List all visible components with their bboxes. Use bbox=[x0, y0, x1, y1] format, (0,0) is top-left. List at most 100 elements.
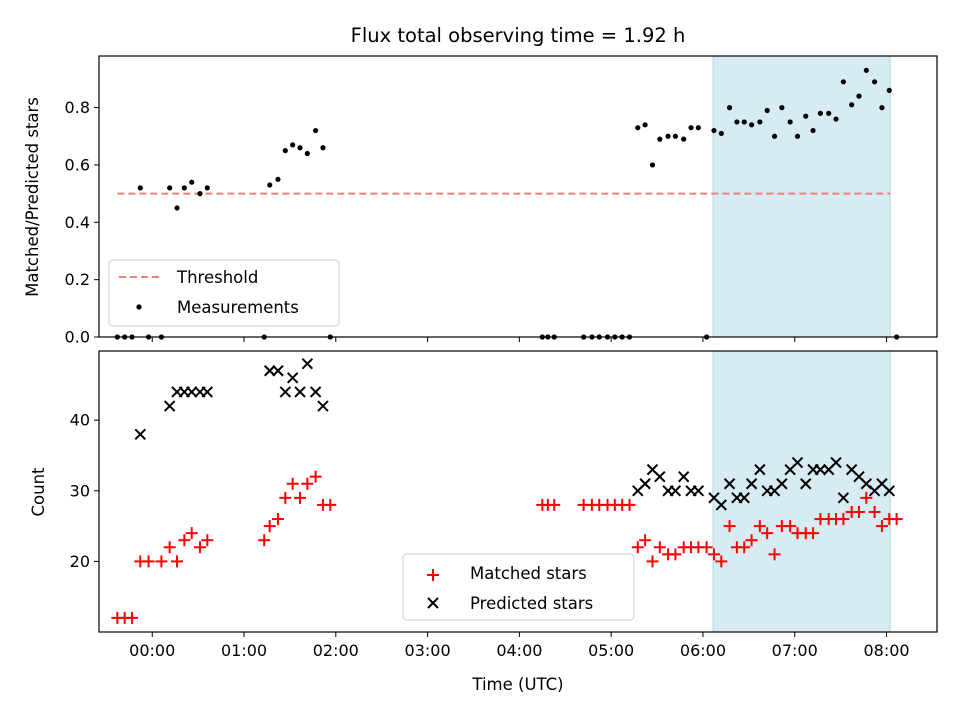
measurement-point bbox=[794, 133, 801, 139]
matched-star-point bbox=[837, 513, 850, 526]
matched-stars-points bbox=[111, 470, 903, 624]
matched-star-point bbox=[761, 527, 774, 540]
predicted-star-point bbox=[800, 478, 812, 490]
predicted-star-point bbox=[309, 386, 322, 398]
x-tick-label: 08:00 bbox=[863, 641, 909, 660]
counts-y-axis-label: Count bbox=[29, 467, 48, 517]
x-tick-label: 03:00 bbox=[405, 641, 451, 660]
measurement-point bbox=[649, 162, 656, 168]
x-stroke-b bbox=[185, 386, 198, 398]
measurement-point bbox=[304, 150, 310, 157]
ratio-x-ticks bbox=[151, 337, 888, 342]
predicted-star-point bbox=[134, 428, 147, 441]
legend-matched-swatch bbox=[427, 569, 439, 581]
measurement-point bbox=[886, 87, 892, 94]
y-tick-label: 40 bbox=[70, 411, 90, 430]
predicted-star-point bbox=[286, 372, 299, 384]
matched-star-point bbox=[623, 498, 636, 511]
measurement-point bbox=[672, 133, 679, 139]
measurement-point bbox=[840, 79, 846, 85]
predicted-star-point bbox=[279, 386, 292, 398]
matched-star-point bbox=[700, 541, 713, 554]
x-tick-label: 06:00 bbox=[680, 641, 726, 660]
measurement-point bbox=[871, 79, 878, 85]
x-stroke-b bbox=[791, 456, 804, 469]
ratio-panel-frame bbox=[98, 55, 938, 338]
matched-star-point bbox=[646, 555, 659, 568]
predicted-star-point bbox=[185, 386, 198, 398]
predicted-star-point bbox=[654, 470, 666, 483]
predicted-star-point bbox=[669, 485, 682, 497]
measurement-point bbox=[688, 125, 694, 131]
x-stroke-b bbox=[134, 428, 147, 441]
matched-star-point bbox=[286, 477, 299, 490]
measurement-point bbox=[817, 110, 824, 116]
predicted-star-point bbox=[723, 478, 736, 490]
x-tick-label: 04:00 bbox=[496, 641, 542, 660]
counts-panel-frame bbox=[98, 350, 938, 633]
matched-star-point bbox=[324, 498, 337, 511]
matched-star-point bbox=[875, 520, 888, 533]
matched-star-point bbox=[142, 555, 155, 568]
predicted-star-point bbox=[883, 485, 895, 497]
x-stroke-b bbox=[800, 478, 812, 490]
y-tick-label: 0.2 bbox=[65, 270, 90, 289]
legend-threshold-label: Threshold bbox=[176, 268, 258, 287]
matched-star-point bbox=[890, 513, 903, 526]
y-tick-label: 0.0 bbox=[65, 328, 90, 347]
predicted-star-point bbox=[677, 470, 690, 483]
predicted-star-point bbox=[837, 492, 850, 504]
matched-star-point bbox=[631, 541, 644, 554]
measurement-point bbox=[734, 119, 740, 125]
x-axis-label: Time (UTC) bbox=[471, 675, 563, 694]
counts-legend: Matched stars Predicted stars bbox=[402, 553, 635, 621]
x-stroke-b bbox=[654, 470, 666, 483]
predicted-star-point bbox=[301, 358, 314, 370]
measurement-point bbox=[657, 136, 663, 142]
predicted-star-point bbox=[692, 485, 705, 497]
x-stroke-b bbox=[883, 485, 895, 497]
matched-star-point bbox=[301, 477, 314, 490]
x-stroke-b bbox=[738, 492, 750, 504]
measurement-point bbox=[803, 113, 809, 119]
x-stroke-b bbox=[715, 499, 728, 511]
matched-star-point bbox=[768, 548, 781, 561]
predicted-star-point bbox=[738, 492, 750, 504]
y-tick-label: 0.6 bbox=[65, 155, 90, 174]
legend-matched-label: Matched stars bbox=[470, 564, 587, 583]
x-stroke-b bbox=[814, 463, 827, 476]
y-tick-label: 0.4 bbox=[65, 213, 90, 232]
matched-star-point bbox=[171, 555, 184, 568]
predicted-stars-points bbox=[134, 358, 895, 511]
matched-star-point bbox=[807, 527, 820, 540]
measurement-point bbox=[681, 136, 687, 142]
matched-star-point bbox=[738, 541, 751, 554]
x-stroke-b bbox=[830, 456, 842, 469]
x-stroke-b bbox=[639, 478, 651, 490]
measurement-point bbox=[174, 205, 180, 211]
x-tick-label: 02:00 bbox=[313, 641, 359, 660]
measurement-point bbox=[267, 182, 273, 188]
measurement-point bbox=[320, 145, 326, 151]
measurement-point bbox=[189, 179, 195, 185]
x-stroke-b bbox=[264, 365, 276, 377]
measurement-point bbox=[167, 185, 173, 191]
predicted-star-point bbox=[272, 365, 284, 377]
ratio-y-ticks: 0.0 0.2 0.4 0.6 0.8 bbox=[65, 98, 99, 347]
x-stroke-b bbox=[279, 386, 292, 398]
x-stroke-b bbox=[677, 470, 690, 483]
x-stroke-b bbox=[309, 386, 322, 398]
legend-predicted-swatch bbox=[427, 597, 439, 609]
x-stroke-b bbox=[876, 478, 888, 490]
x-stroke-b bbox=[286, 372, 299, 384]
ratio-legend: Threshold Measurements bbox=[108, 259, 340, 327]
measurement-point bbox=[787, 119, 793, 125]
measurement-point bbox=[856, 93, 862, 99]
predicted-star-point bbox=[264, 365, 276, 377]
x-tick-label: 00:00 bbox=[129, 641, 175, 660]
matched-star-point bbox=[723, 520, 736, 533]
x-stroke-b bbox=[692, 485, 705, 497]
ratio-legend-box bbox=[108, 259, 340, 327]
measurement-point bbox=[297, 145, 303, 151]
legend-measurements-swatch bbox=[136, 304, 142, 310]
